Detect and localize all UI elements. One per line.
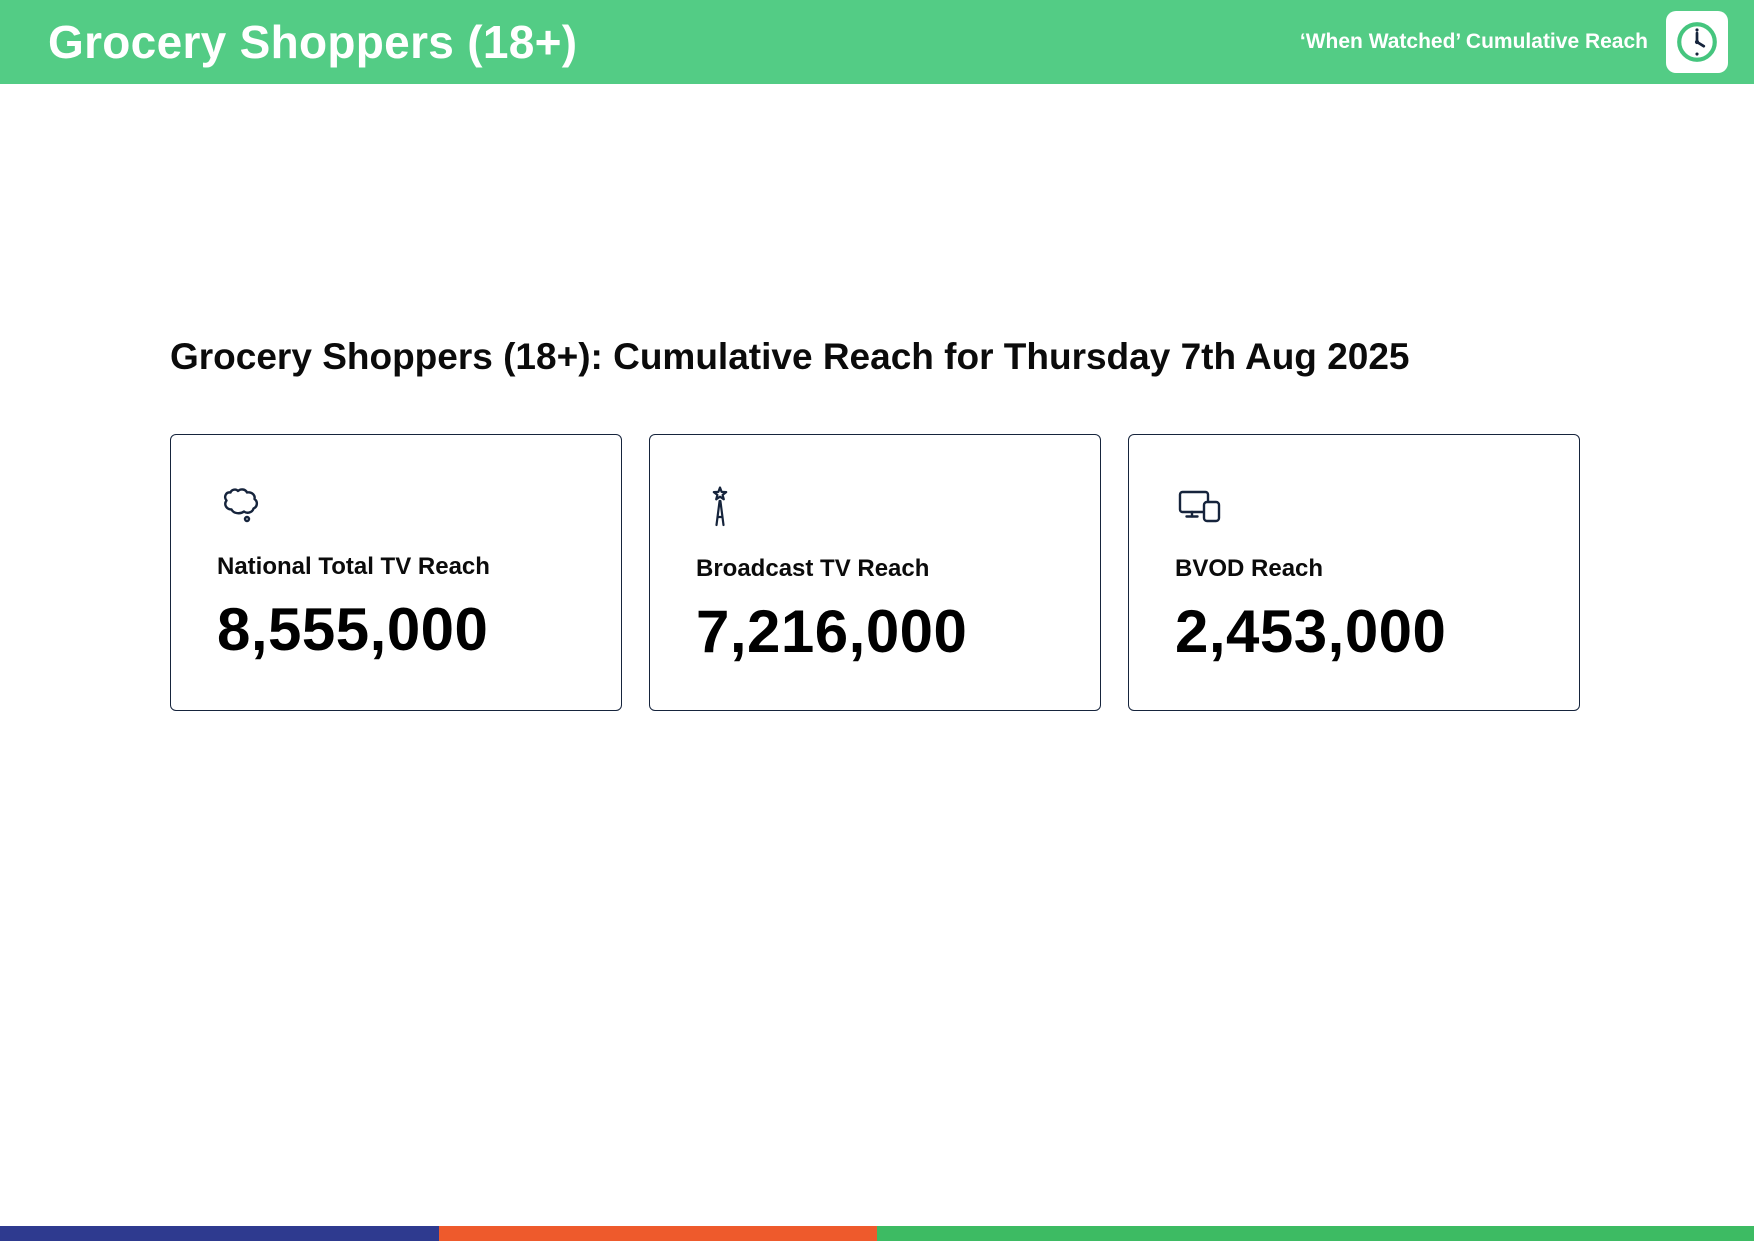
app-header: Grocery Shoppers (18+) ‘When Watched’ Cu… <box>0 0 1754 84</box>
main-content: Grocery Shoppers (18+): Cumulative Reach… <box>0 84 1754 711</box>
footer-segment-orange <box>438 1226 877 1241</box>
clock-icon <box>1666 11 1728 73</box>
metric-value: 2,453,000 <box>1175 598 1447 665</box>
page-title: Grocery Shoppers (18+) <box>48 16 578 68</box>
metric-card-broadcast-tv-reach: Broadcast TV Reach 7,216,000 <box>649 434 1101 711</box>
metric-value: 7,216,000 <box>696 598 968 665</box>
metric-label: Broadcast TV Reach <box>696 555 930 582</box>
metric-value: 8,555,000 <box>217 596 489 663</box>
report-heading: Grocery Shoppers (18+): Cumulative Reach… <box>170 336 1410 377</box>
footer-color-bar <box>0 1226 1754 1241</box>
footer-segment-blue <box>0 1226 439 1241</box>
metric-label: National Total TV Reach <box>217 553 490 580</box>
metric-label: BVOD Reach <box>1175 555 1324 582</box>
header-right: ‘When Watched’ Cumulative Reach <box>1300 11 1728 73</box>
broadcast-tower-icon <box>696 485 1054 529</box>
metric-card-national-total-tv-reach: National Total TV Reach 8,555,000 <box>170 434 622 711</box>
metric-card-bvod-reach: BVOD Reach 2,453,000 <box>1128 434 1580 711</box>
metric-cards: National Total TV Reach 8,555,000 Broadc… <box>170 434 1754 711</box>
tv-devices-icon <box>1175 485 1533 529</box>
header-subtitle: ‘When Watched’ Cumulative Reach <box>1299 30 1648 53</box>
footer-segment-green <box>877 1226 1754 1241</box>
australia-map-icon <box>217 485 575 527</box>
